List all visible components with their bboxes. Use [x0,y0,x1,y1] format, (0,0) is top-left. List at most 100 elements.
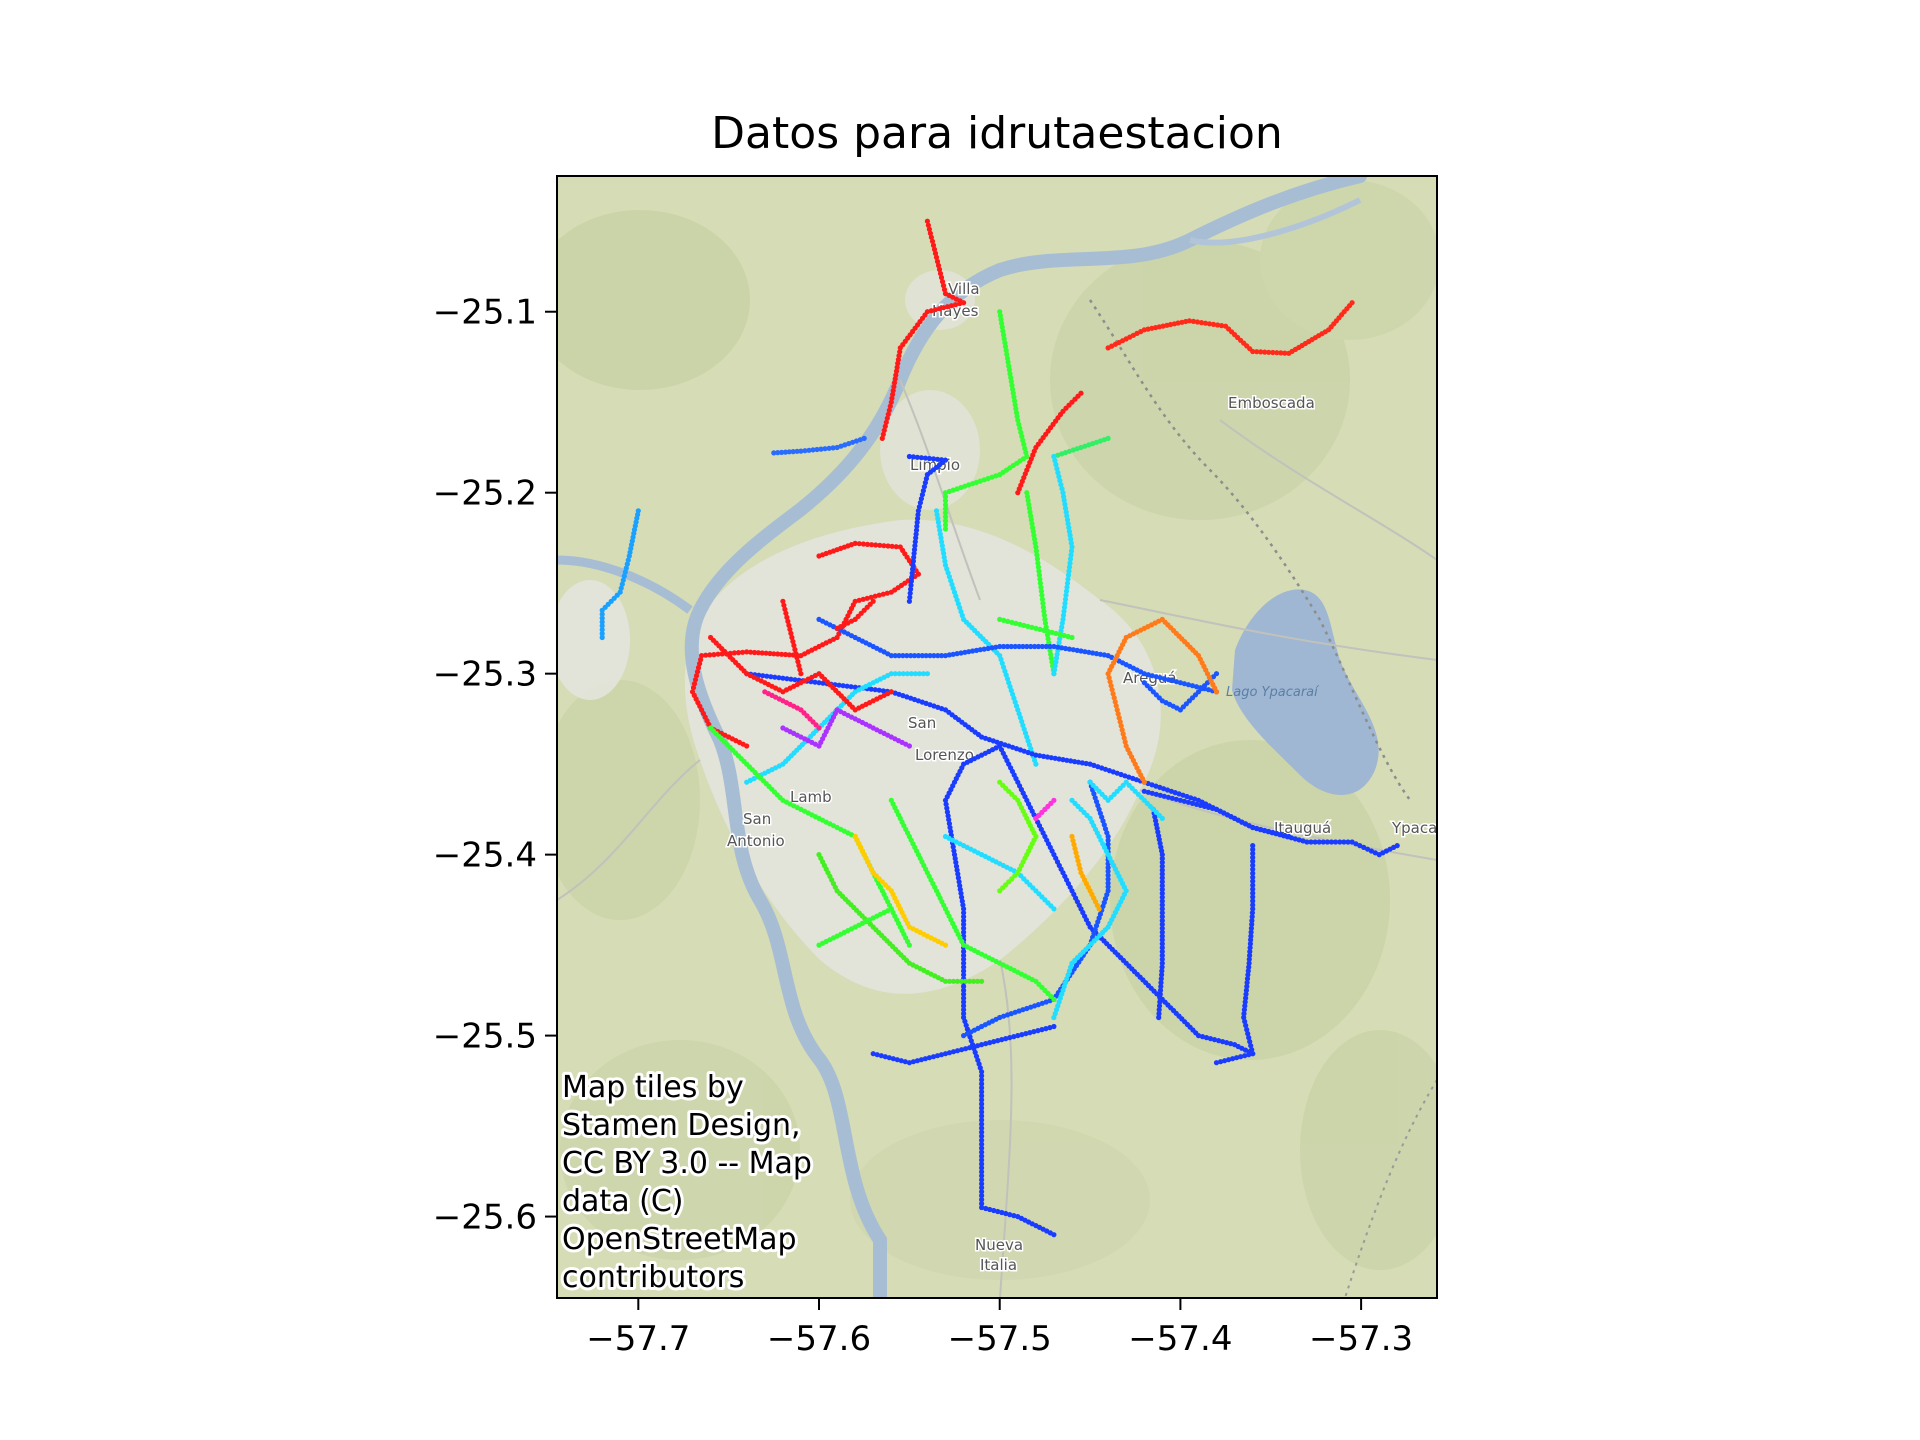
route-point [1055,470,1061,476]
route-point [1304,839,1310,845]
route-point [1199,1034,1206,1040]
route-point [1159,886,1165,893]
route-point [997,888,1003,894]
route-point [1105,833,1111,840]
route-point [979,1077,985,1083]
route-point [936,306,943,312]
route-point [1035,560,1041,566]
route-point [961,960,967,966]
route-point [791,642,797,649]
route-point [979,1169,985,1175]
route-point [1250,890,1256,896]
route-point [1039,643,1045,650]
y-tick-label: −25.3 [433,655,537,695]
route-point [1159,883,1165,889]
route-point [919,492,926,498]
route-point [904,653,910,659]
route-point [694,669,701,675]
route-point [979,1105,985,1111]
route-point [961,910,967,916]
route-point [959,894,965,900]
route-point [1141,671,1147,677]
route-point [1250,882,1256,888]
route-point [892,653,898,659]
route-point [1186,318,1192,324]
route-point [1222,1058,1228,1064]
route-point [1269,830,1275,836]
route-point [888,689,894,695]
place-label-ypacarai: Ypacaraí [1391,819,1458,837]
route-point [1096,906,1102,912]
route-point [1060,612,1067,618]
route-point [1025,749,1031,756]
route-point [744,649,750,655]
route-point [1007,684,1013,690]
route-point [1105,837,1111,844]
route-point [795,659,801,665]
route-point [1345,839,1351,845]
route-point [771,450,777,456]
route-point [975,1043,981,1049]
route-point [1064,584,1070,590]
route-point [1246,964,1252,970]
route-point [1224,1040,1230,1046]
route-point [950,844,956,850]
route-point [1119,727,1125,733]
route-point [961,1033,967,1039]
route-point [1159,960,1165,966]
route-point [1035,643,1041,650]
route-point [1063,592,1069,598]
route-point [940,283,947,289]
route-point [1177,797,1183,803]
route-point [1001,643,1007,650]
route-point [1149,673,1155,679]
route-point [939,539,945,545]
route-point [1250,886,1256,892]
route-point [979,1129,985,1135]
route-point [1250,866,1256,872]
route-point [818,446,824,452]
route-point [1068,964,1074,970]
route-point [1228,1041,1234,1047]
route-point [1112,699,1118,705]
route-point [932,250,939,256]
route-point [1059,624,1065,630]
route-point [1250,894,1256,900]
route-point [626,553,632,559]
route-point [963,978,969,984]
route-point [999,1209,1005,1216]
route-point [977,1065,983,1071]
route-point [1032,540,1038,546]
route-point [1013,703,1020,709]
route-point [921,484,928,490]
route-point [934,1053,941,1059]
route-point [979,1161,985,1167]
route-point [927,230,934,236]
route-point [1181,681,1187,687]
route-point [961,906,967,912]
route-point [1062,505,1069,511]
route-point [979,1089,985,1095]
route-point [1159,859,1165,866]
route-point [876,592,882,598]
route-point [1105,884,1111,890]
route-point [1032,1003,1038,1009]
route-point [693,673,700,679]
attribution-line-6: contributors [562,1260,744,1295]
route-point [1114,707,1120,713]
place-label-emboscada: Emboscada [1228,394,1315,412]
route-point [869,542,875,548]
route-point [1068,536,1074,542]
route-point [946,817,952,823]
route-point [915,508,922,514]
route-point [979,1137,985,1143]
route-point [937,527,943,533]
route-point [925,222,932,228]
route-point [771,651,777,657]
route-point [599,615,605,621]
route-point [1262,349,1268,355]
route-point [979,1177,985,1183]
route-point [1121,735,1127,741]
route-point [1009,382,1015,388]
route-point [1159,867,1165,873]
